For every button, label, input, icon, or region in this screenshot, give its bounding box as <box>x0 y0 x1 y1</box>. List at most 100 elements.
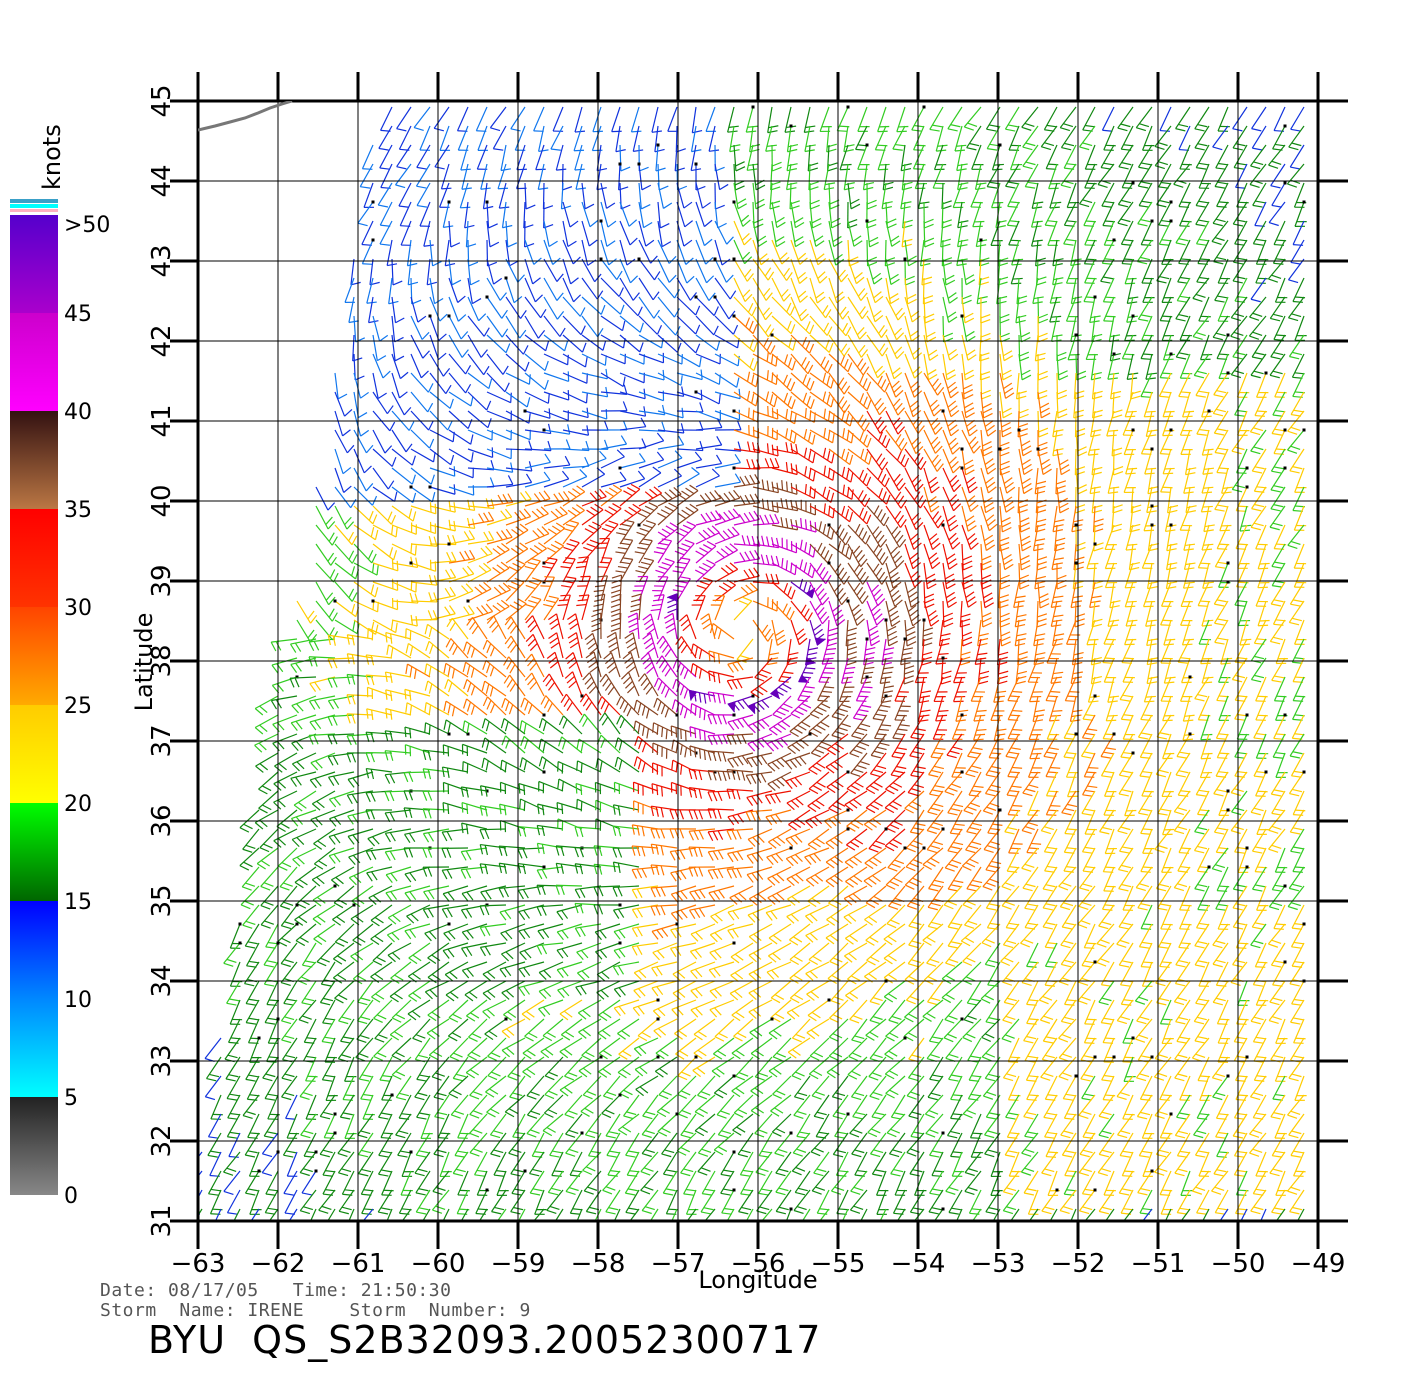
wind-barb <box>942 486 962 512</box>
wind-barb <box>391 258 403 286</box>
latitude-tick: 33 <box>147 1044 177 1077</box>
wind-barb <box>350 258 361 286</box>
wind-barb <box>809 201 822 229</box>
wind-barb <box>847 296 869 320</box>
wind-barb <box>923 391 942 417</box>
wind-barb <box>461 885 488 902</box>
wind-barb <box>894 676 909 702</box>
wind-barb <box>944 999 963 1024</box>
wind-barb <box>1213 1151 1229 1177</box>
wind-barb <box>370 904 393 927</box>
wind-barb <box>791 1018 811 1043</box>
wind-barb <box>600 182 616 209</box>
wind-barb <box>1194 809 1210 835</box>
wind-barb <box>605 1189 621 1215</box>
wind-barb <box>885 429 908 452</box>
wind-barb <box>524 471 551 488</box>
wind-barb <box>767 106 779 134</box>
wind-barb <box>1230 771 1248 797</box>
wind-barb <box>597 696 621 716</box>
wind-barb <box>826 144 838 172</box>
wind-barb <box>433 106 450 132</box>
wind-barb <box>701 1170 716 1196</box>
wind-barb <box>1271 657 1286 683</box>
wind-barb <box>694 295 719 317</box>
wind-barb <box>809 315 833 336</box>
wind-barb <box>885 600 901 627</box>
wind-barb <box>505 258 525 283</box>
colorbar-band <box>10 313 58 411</box>
wind-barb <box>980 296 991 324</box>
wind-barb <box>809 447 835 464</box>
wind-barb <box>1249 1113 1267 1138</box>
wind-barb <box>1137 790 1153 816</box>
wind-barb <box>536 824 564 836</box>
wind-barb <box>334 505 355 530</box>
wind-barb <box>425 640 450 659</box>
wind-barb <box>1234 695 1248 721</box>
wind-barb <box>890 1151 906 1177</box>
wind-barb <box>1155 866 1172 892</box>
wind-barb <box>809 277 826 304</box>
wind-barb <box>657 239 677 264</box>
wind-barb <box>945 1037 963 1062</box>
wind-barb <box>942 372 959 399</box>
wind-barb <box>503 656 526 678</box>
wind-barb <box>637 502 659 527</box>
wind-barb <box>633 699 659 719</box>
wind-barb <box>479 904 507 916</box>
wind-barb <box>391 556 419 569</box>
wind-barb <box>678 614 697 640</box>
wind-barb <box>543 371 570 382</box>
wind-barb <box>441 828 469 842</box>
wind-barb <box>562 277 582 303</box>
wind-barb <box>598 1056 621 1078</box>
wind-barb <box>657 522 679 545</box>
wind-barb <box>790 447 816 464</box>
wind-barb <box>524 490 551 507</box>
wind-barb <box>596 980 621 1000</box>
wind-barb <box>695 436 723 450</box>
wind-barb <box>888 1132 906 1158</box>
wind-barb <box>638 182 651 210</box>
wind-barb <box>1179 315 1193 341</box>
wind-barb <box>505 296 527 319</box>
wind-barb <box>923 524 941 550</box>
wind-barb <box>1001 961 1020 986</box>
wind-barb <box>655 143 666 172</box>
wind-barb <box>631 824 659 837</box>
wind-barb <box>443 923 469 942</box>
wind-barb <box>954 125 967 152</box>
wind-barb <box>538 717 564 735</box>
wind-barb <box>1236 182 1249 208</box>
wind-barb <box>524 334 550 352</box>
wind-barb <box>385 866 412 883</box>
wind-barb <box>460 144 471 171</box>
wind-barb <box>707 713 736 725</box>
latitude-tick: 45 <box>147 84 177 117</box>
product-identifier: BYU QS_S2B32093.20052300717 <box>148 1318 822 1362</box>
wind-barb <box>1160 676 1174 702</box>
wind-barb <box>999 467 1016 494</box>
wind-barb <box>733 220 752 246</box>
wind-barb <box>371 980 393 1003</box>
wind-barb <box>708 125 720 152</box>
wind-barb <box>388 277 399 305</box>
wind-barb <box>1256 885 1269 911</box>
wind-barb <box>1196 409 1211 436</box>
wind-barb <box>1289 1037 1305 1063</box>
wind-barb <box>1255 581 1269 607</box>
wind-barb <box>714 579 736 602</box>
wind-barb <box>885 372 904 398</box>
wind-barb <box>727 904 754 921</box>
wind-barb <box>745 105 758 133</box>
wind-barb <box>1255 770 1268 797</box>
wind-barb <box>904 334 923 360</box>
wind-barb <box>463 641 488 659</box>
wind-barb <box>1249 296 1267 321</box>
wind-barb <box>942 277 958 304</box>
wind-barb <box>434 1094 450 1120</box>
wind-barb <box>611 106 622 133</box>
wind-barb <box>344 1113 357 1139</box>
wind-barb <box>448 605 475 621</box>
